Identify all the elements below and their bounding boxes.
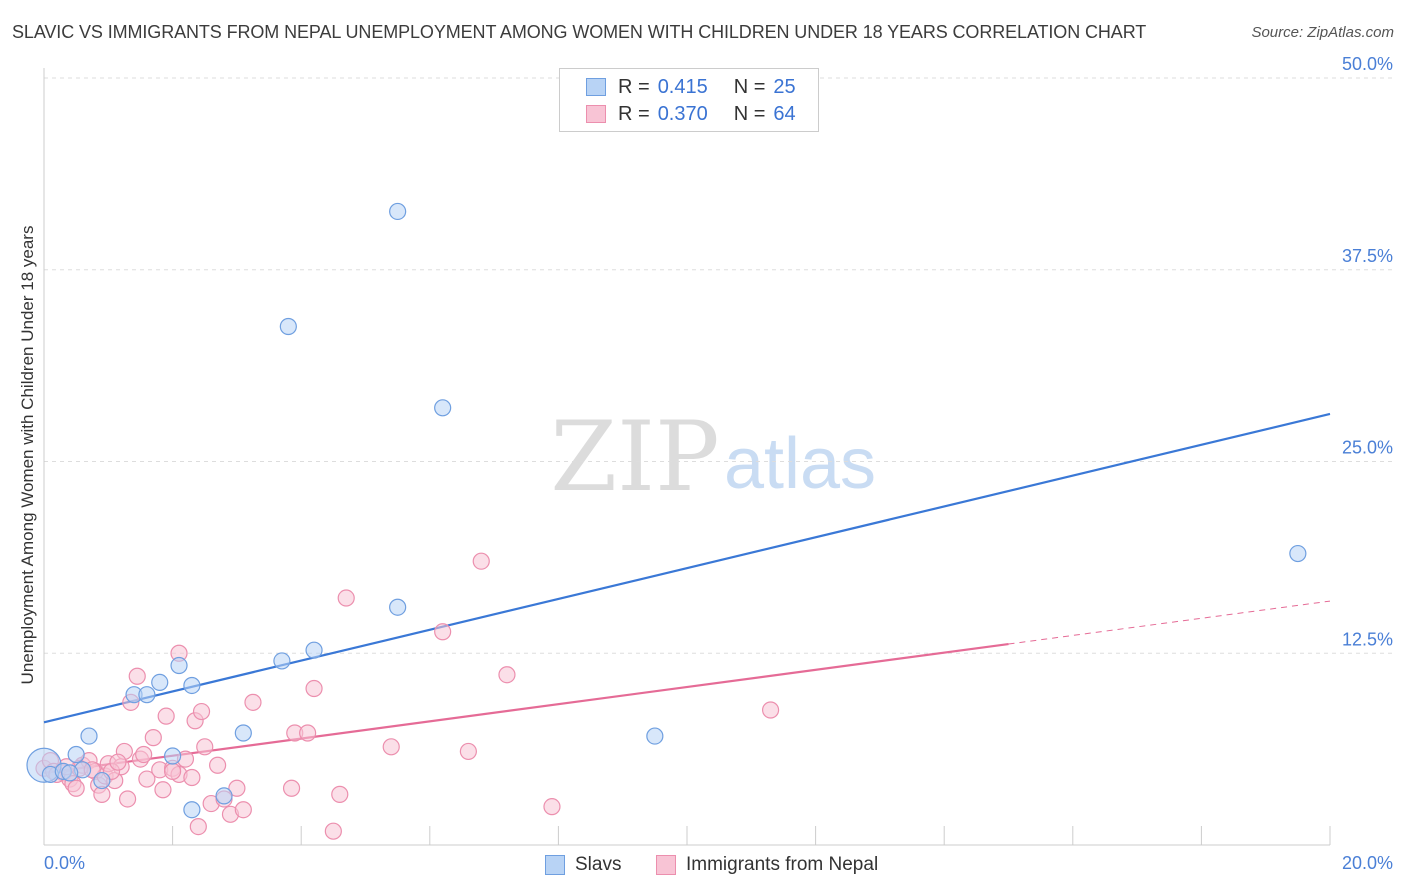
nepal-point bbox=[498, 666, 516, 684]
x-tick-label: 20.0% bbox=[1342, 853, 1393, 873]
y-tick-label: 12.5% bbox=[1342, 629, 1393, 649]
slavs-point bbox=[170, 656, 188, 675]
nepal-point bbox=[472, 552, 490, 570]
slavs-trend-line bbox=[43, 412, 1331, 724]
nepal-point bbox=[331, 785, 349, 803]
nepal-point bbox=[299, 724, 317, 742]
nepal-point bbox=[196, 738, 214, 756]
slavs-point bbox=[273, 652, 291, 670]
legend-n-label: N = bbox=[733, 75, 766, 98]
correlation-legend: R = 0.415 N = 25 R = 0.370 N = 64 bbox=[559, 68, 819, 132]
nepal-point bbox=[157, 707, 175, 725]
slavs-legend-label: Slavs bbox=[575, 854, 622, 875]
slavs-point bbox=[151, 673, 169, 691]
slavs-point bbox=[67, 745, 85, 764]
axes bbox=[43, 68, 1331, 846]
watermark: ZIP atlas bbox=[550, 401, 876, 513]
legend-r-label: R = bbox=[618, 102, 650, 125]
source-label: Source: ZipAtlas.com bbox=[1251, 24, 1394, 41]
nepal-point bbox=[543, 798, 561, 816]
nepal-point bbox=[244, 693, 262, 711]
slavs-point bbox=[646, 727, 664, 745]
slavs-point bbox=[138, 686, 156, 704]
nepal-legend-swatch bbox=[656, 855, 676, 875]
nepal-point bbox=[154, 781, 172, 799]
y-tick-label: 25.0% bbox=[1342, 438, 1393, 458]
nepal-swatch bbox=[586, 105, 606, 123]
nepal-point bbox=[118, 790, 137, 808]
y-tick-label: 37.5% bbox=[1342, 246, 1393, 266]
nepal-point bbox=[135, 745, 153, 764]
slavs-point bbox=[183, 801, 201, 819]
nepal-point bbox=[144, 729, 162, 747]
nepal-point bbox=[382, 738, 400, 756]
data-points bbox=[26, 202, 1307, 840]
nepal-legend-label: Immigrants from Nepal bbox=[686, 854, 879, 875]
slavs-point bbox=[1289, 544, 1307, 563]
nepal-point bbox=[209, 756, 227, 774]
nepal-point bbox=[434, 623, 452, 641]
slavs-point bbox=[389, 598, 407, 616]
nepal-point bbox=[138, 770, 156, 788]
nepal-point bbox=[189, 817, 207, 836]
slavs-point bbox=[279, 317, 297, 336]
legend-n-value-nepal: 64 bbox=[773, 102, 796, 125]
nepal-point bbox=[234, 801, 252, 819]
legend-n-value-slavs: 25 bbox=[773, 75, 796, 98]
slavs-point bbox=[164, 747, 182, 765]
grid bbox=[44, 77, 1395, 654]
tick-labels: 12.5% 25.0% 37.5% 50.0% 0.0% 20.0% bbox=[44, 54, 1393, 873]
slavs-point bbox=[93, 771, 111, 790]
nepal-point bbox=[305, 679, 323, 698]
nepal-point bbox=[164, 762, 182, 780]
nepal-point bbox=[459, 742, 477, 761]
nepal-point bbox=[183, 768, 201, 787]
watermark-atlas: atlas bbox=[724, 424, 876, 504]
nepal-point bbox=[192, 702, 211, 721]
y-tick-label: 50.0% bbox=[1342, 54, 1393, 74]
x-tick-label: 0.0% bbox=[44, 853, 85, 873]
slavs-point bbox=[234, 724, 252, 742]
nepal-point bbox=[228, 779, 246, 797]
legend-n-label: N = bbox=[733, 102, 766, 125]
slavs-point bbox=[434, 399, 452, 417]
legend-row-nepal: R = 0.370 N = 64 bbox=[586, 102, 796, 126]
slavs-legend-swatch bbox=[545, 855, 565, 875]
nepal-point bbox=[324, 822, 342, 840]
bottom-legend-slavs: Slavs bbox=[545, 852, 621, 878]
slavs-point bbox=[215, 787, 233, 805]
nepal-point bbox=[282, 779, 301, 797]
slavs-point bbox=[389, 202, 407, 221]
slavs-point bbox=[61, 764, 79, 782]
legend-r-label: R = bbox=[618, 75, 650, 98]
nepal-point bbox=[128, 667, 146, 685]
nepal-point bbox=[761, 701, 780, 719]
slavs-point bbox=[183, 676, 201, 695]
legend-row-slavs: R = 0.415 N = 25 bbox=[586, 75, 796, 99]
chart-title: SLAVIC VS IMMIGRANTS FROM NEPAL UNEMPLOY… bbox=[12, 22, 1147, 42]
nepal-point bbox=[337, 589, 355, 607]
legend-r-value-nepal: 0.370 bbox=[657, 102, 708, 125]
slavs-point bbox=[305, 641, 323, 659]
nepal-point bbox=[67, 779, 85, 797]
nepal-trend-extension bbox=[1008, 600, 1331, 645]
slavs-swatch bbox=[586, 78, 606, 96]
nepal-point bbox=[109, 753, 127, 771]
legend-r-value-slavs: 0.415 bbox=[657, 75, 708, 98]
slavs-point bbox=[80, 727, 98, 745]
bottom-legend-nepal: Immigrants from Nepal bbox=[656, 852, 878, 878]
watermark-zip: ZIP bbox=[550, 401, 719, 513]
